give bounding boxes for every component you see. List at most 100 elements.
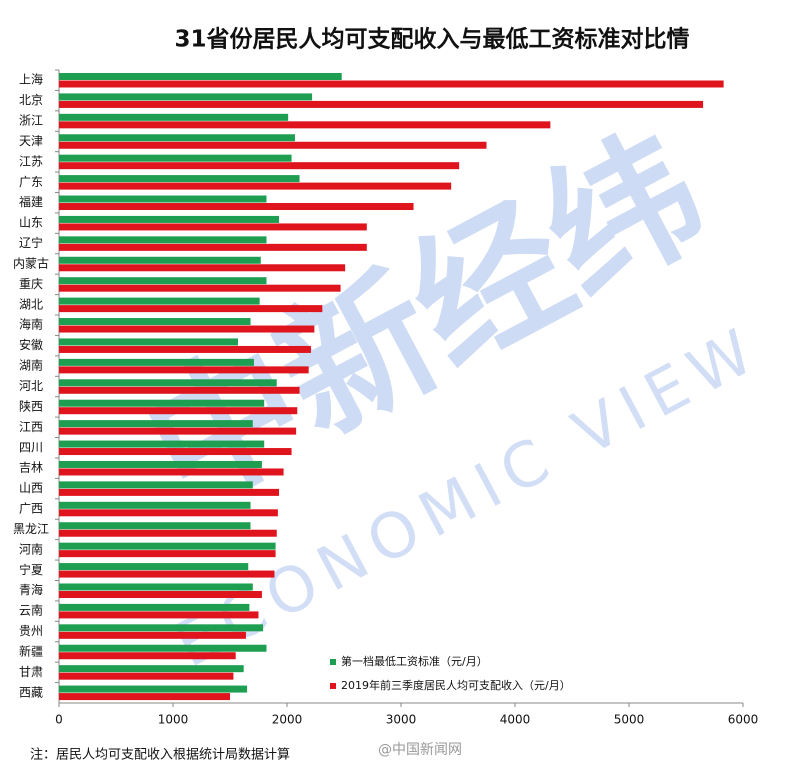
bar bbox=[59, 73, 342, 80]
y-tick-label: 新疆 bbox=[19, 643, 43, 658]
bar bbox=[59, 223, 367, 231]
bar bbox=[59, 522, 251, 530]
y-tick-label: 吉林 bbox=[19, 461, 43, 475]
bar bbox=[59, 305, 323, 313]
bar bbox=[59, 448, 292, 456]
bar bbox=[59, 215, 280, 223]
watermark: @中国新闻网 bbox=[378, 742, 462, 758]
bar bbox=[59, 583, 253, 591]
chart-title: 31省份居民人均可支配收入与最低工资标准对比情 bbox=[174, 26, 689, 53]
bar bbox=[59, 264, 346, 272]
y-tick-label: 辽宁 bbox=[19, 235, 43, 250]
bar bbox=[59, 603, 250, 611]
bar bbox=[59, 685, 248, 693]
bar bbox=[59, 141, 487, 149]
bar bbox=[59, 542, 276, 550]
bar bbox=[59, 182, 452, 190]
bar bbox=[59, 318, 251, 326]
bar bbox=[59, 80, 724, 88]
y-tick-label: 广西 bbox=[19, 502, 43, 516]
y-tick-label: 广东 bbox=[19, 175, 43, 189]
x-tick-label: 0 bbox=[55, 713, 63, 727]
bar bbox=[59, 338, 238, 346]
bar bbox=[59, 399, 265, 407]
bar bbox=[59, 665, 244, 673]
bar bbox=[59, 243, 367, 251]
y-tick-label: 上海 bbox=[19, 72, 43, 87]
y-tick-label: 海南 bbox=[19, 317, 43, 332]
bar bbox=[59, 93, 313, 101]
y-tick-label: 河南 bbox=[19, 541, 43, 556]
y-tick-label: 黑龙江 bbox=[13, 522, 49, 536]
x-tick-label: 2000 bbox=[272, 713, 303, 727]
y-tick-label: 安徽 bbox=[19, 337, 43, 352]
legend-label: 第一档最低工资标准（元/月） bbox=[341, 654, 488, 668]
bar bbox=[59, 509, 278, 517]
y-tick-label: 河北 bbox=[19, 379, 43, 393]
y-tick-label: 云南 bbox=[19, 603, 43, 618]
bar bbox=[59, 325, 315, 333]
bar bbox=[59, 345, 311, 353]
bar bbox=[59, 631, 246, 639]
y-tick-label: 山东 bbox=[19, 216, 43, 230]
bar bbox=[59, 427, 297, 435]
legend-swatch bbox=[330, 659, 336, 665]
bar bbox=[59, 501, 251, 509]
y-tick-label: 甘肃 bbox=[19, 665, 43, 679]
bar bbox=[59, 481, 253, 489]
bar bbox=[59, 277, 267, 285]
y-tick-label: 贵州 bbox=[19, 624, 43, 638]
bar bbox=[59, 175, 300, 183]
y-tick-label: 内蒙古 bbox=[13, 255, 49, 270]
y-tick-label: 湖南 bbox=[19, 358, 43, 373]
bar bbox=[59, 162, 460, 170]
bar bbox=[59, 460, 262, 468]
bar bbox=[59, 284, 341, 292]
bar bbox=[59, 644, 267, 652]
bar bbox=[59, 113, 289, 121]
y-tick-label: 湖北 bbox=[19, 296, 43, 311]
bar bbox=[59, 550, 276, 558]
note: 注：居民人均可支配收入根据统计局数据计算 bbox=[30, 748, 290, 763]
y-tick-label: 北京 bbox=[19, 93, 43, 107]
bar bbox=[59, 468, 284, 476]
y-tick-label: 福建 bbox=[19, 194, 43, 209]
y-tick-label: 四川 bbox=[19, 440, 43, 454]
bar bbox=[59, 195, 267, 203]
bar bbox=[59, 693, 230, 701]
bar bbox=[59, 134, 295, 142]
bar bbox=[59, 366, 309, 374]
bar bbox=[59, 358, 254, 366]
legend-label: 2019年前三季度居民人均可支配收入（元/月） bbox=[341, 678, 571, 692]
bar bbox=[59, 563, 249, 571]
bar bbox=[59, 297, 260, 305]
y-tick-label: 青海 bbox=[19, 582, 43, 597]
x-tick-label: 3000 bbox=[386, 713, 417, 727]
y-tick-label: 宁夏 bbox=[19, 562, 43, 577]
x-tick-label: 6000 bbox=[728, 713, 759, 727]
bar bbox=[59, 624, 264, 632]
bar bbox=[59, 440, 265, 448]
bar bbox=[59, 570, 275, 578]
bar bbox=[59, 154, 292, 162]
bar bbox=[59, 256, 261, 264]
bar bbox=[59, 488, 280, 496]
x-tick-label: 5000 bbox=[614, 713, 645, 727]
y-tick-label: 山西 bbox=[19, 481, 43, 495]
legend-swatch bbox=[330, 683, 336, 689]
bar bbox=[59, 379, 277, 387]
bar bbox=[59, 407, 298, 415]
bar bbox=[59, 420, 253, 428]
y-tick-label: 江西 bbox=[19, 420, 43, 434]
bar bbox=[59, 611, 259, 619]
x-tick-label: 4000 bbox=[500, 713, 531, 727]
bar bbox=[59, 121, 551, 129]
bar bbox=[59, 386, 300, 394]
y-tick-label: 陕西 bbox=[19, 398, 43, 413]
bar bbox=[59, 672, 234, 680]
bar bbox=[59, 529, 277, 537]
y-tick-label: 浙江 bbox=[19, 114, 43, 128]
x-tick-label: 1000 bbox=[158, 713, 189, 727]
bar bbox=[59, 652, 236, 660]
